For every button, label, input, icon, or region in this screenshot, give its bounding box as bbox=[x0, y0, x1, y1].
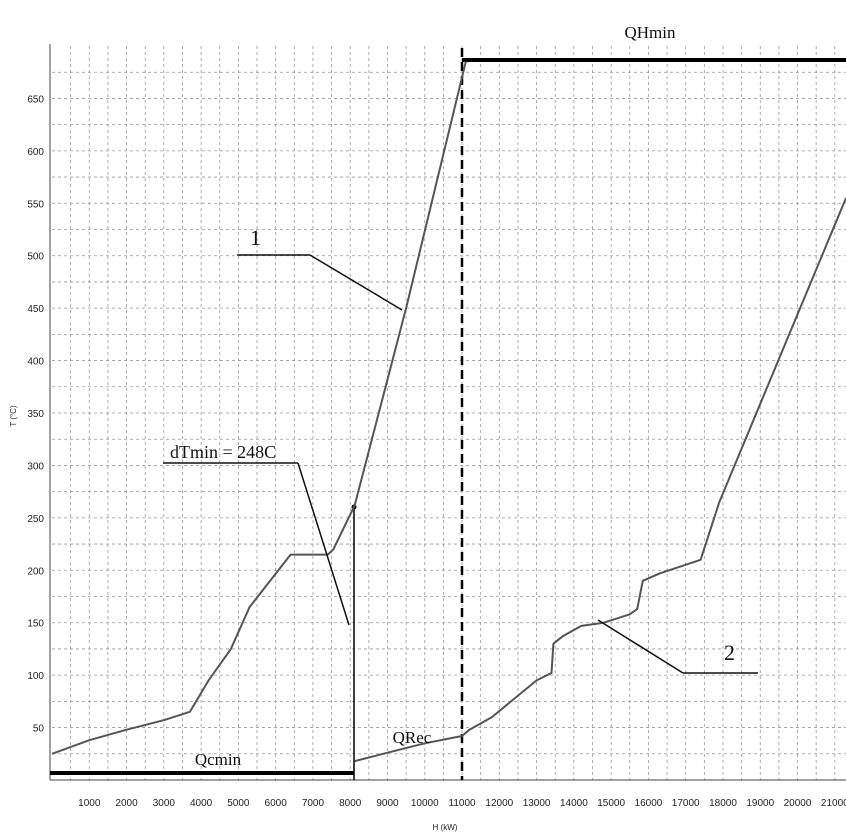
x-tick-label: 9000 bbox=[376, 798, 399, 809]
y-tick-label: 100 bbox=[27, 671, 44, 682]
x-tick-label: 12000 bbox=[485, 798, 513, 809]
hot-curve-label: 1 bbox=[250, 225, 261, 250]
x-tick-label: 3000 bbox=[153, 798, 176, 809]
utility-bars bbox=[50, 48, 846, 780]
leader-2-diagonal bbox=[597, 619, 684, 674]
y-tick-label: 50 bbox=[33, 724, 45, 735]
composite-curve-1 bbox=[51, 61, 467, 755]
x-tick-labels: 1000 2000 3000 4000 5000 6000 7000 8000 9000 1000… bbox=[78, 798, 846, 809]
x-tick-label: 7000 bbox=[302, 798, 325, 809]
x-tick-label: 1000 bbox=[78, 798, 101, 809]
y-tick-label: 500 bbox=[27, 252, 44, 263]
y-tick-label: 200 bbox=[27, 566, 44, 577]
y-tick-label: 400 bbox=[27, 357, 44, 368]
y-tick-label: 350 bbox=[27, 409, 44, 420]
x-tick-label: 5000 bbox=[227, 798, 250, 809]
y-axis-label: T (°C) bbox=[9, 405, 18, 427]
y-tick-label: 550 bbox=[27, 199, 44, 210]
grid bbox=[52, 46, 846, 780]
cold-curve-label: 2 bbox=[724, 640, 735, 665]
x-tick-label: 2000 bbox=[115, 798, 138, 809]
x-tick-label: 17000 bbox=[672, 798, 700, 809]
x-tick-label: 13000 bbox=[523, 798, 551, 809]
x-tick-label: 8000 bbox=[339, 798, 362, 809]
y-tick-label: 150 bbox=[27, 619, 44, 630]
y-tick-label: 600 bbox=[27, 147, 44, 158]
qcmin-label: Qcmin bbox=[195, 750, 242, 769]
x-tick-label: 18000 bbox=[709, 798, 737, 809]
x-tick-label: 16000 bbox=[635, 798, 663, 809]
composite-curve-2 bbox=[354, 197, 846, 763]
x-axis-label: H (kW) bbox=[433, 823, 458, 832]
axes bbox=[49, 44, 846, 781]
x-tick-label: 21000 bbox=[821, 798, 846, 809]
x-tick-label: 14000 bbox=[560, 798, 588, 809]
composite-curves bbox=[51, 61, 846, 763]
x-tick-label: 15000 bbox=[597, 798, 625, 809]
y-tick-labels: 50 100 150 200 250 300 350 400 450 500 550 600 650 bbox=[27, 94, 44, 734]
qhmin-label: QHmin bbox=[625, 23, 677, 42]
y-tick-label: 250 bbox=[27, 514, 44, 525]
x-tick-label: 4000 bbox=[190, 798, 213, 809]
y-tick-label: 450 bbox=[27, 304, 44, 315]
annotations: 1 2 dTmin = 248C QHmin QRec Qcmin bbox=[163, 23, 758, 769]
qrec-label: QRec bbox=[393, 728, 432, 747]
y-tick-label: 650 bbox=[27, 94, 44, 105]
dtmin-leader-diagonal bbox=[297, 462, 350, 626]
x-tick-label: 6000 bbox=[265, 798, 288, 809]
x-tick-label: 10000 bbox=[411, 798, 439, 809]
x-tick-label: 11000 bbox=[449, 798, 477, 809]
y-tick-label: 300 bbox=[27, 461, 44, 472]
x-tick-label: 20000 bbox=[784, 798, 812, 809]
dtmin-label: dTmin = 248C bbox=[170, 442, 276, 462]
x-tick-label: 19000 bbox=[746, 798, 774, 809]
leader-1-diagonal bbox=[309, 254, 403, 311]
